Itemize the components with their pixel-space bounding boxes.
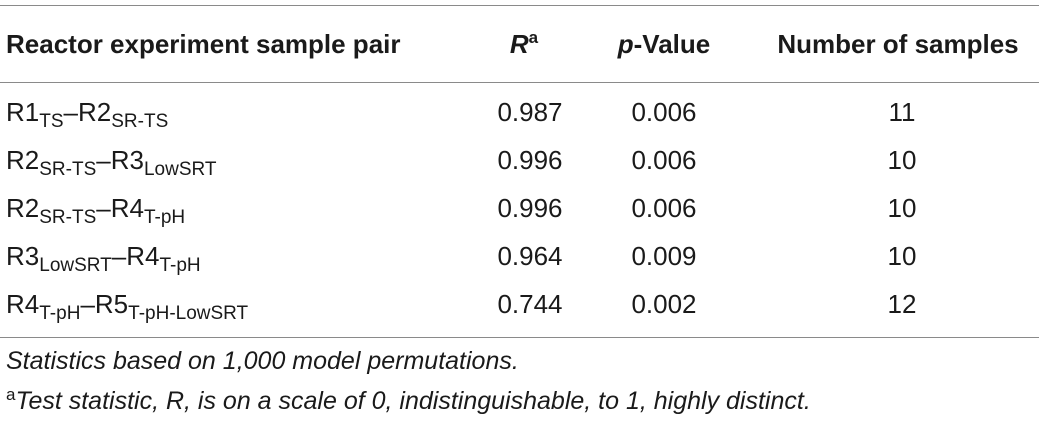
table-footnote-a: aTest statistic, R, is on a scale of 0, … <box>6 384 811 418</box>
row-r: 0.996 <box>497 145 563 175</box>
header-r: Ra <box>494 24 554 64</box>
table-row: R4T-pH–R5T-pH-LowSRT 0.744 0.002 12 <box>0 280 1039 328</box>
row-p: 0.006 <box>631 97 697 127</box>
row-n: 12 <box>887 289 917 319</box>
row-pair: R2SR-TS–R3LowSRT <box>6 145 217 180</box>
row-p: 0.006 <box>631 193 697 223</box>
row-pair: R3LowSRT–R4T-pH <box>6 241 201 276</box>
row-r: 0.996 <box>497 193 563 223</box>
table-footnote-stats: Statistics based on 1,000 model permutat… <box>6 347 519 375</box>
table-row: R2SR-TS–R4T-pH 0.996 0.006 10 <box>0 184 1039 232</box>
row-n: 10 <box>887 145 917 175</box>
header-pair: Reactor experiment sample pair <box>6 29 401 59</box>
header-r-footnote-mark: a <box>528 28 539 47</box>
header-p-italic: p <box>617 29 634 59</box>
row-pair: R2SR-TS–R4T-pH <box>6 193 186 228</box>
row-r: 0.987 <box>497 97 563 127</box>
row-n: 11 <box>888 97 916 127</box>
header-p-value: p-Value <box>596 24 732 64</box>
row-r: 0.964 <box>497 241 563 271</box>
table-row: R3LowSRT–R4T-pH 0.964 0.009 10 <box>0 232 1039 280</box>
table-row: R2SR-TS–R3LowSRT 0.996 0.006 10 <box>0 136 1039 184</box>
row-pair: R1TS–R2SR-TS <box>6 97 169 132</box>
header-p-rest: -Value <box>633 29 711 59</box>
header-number-of-samples: Number of samples <box>777 29 1019 59</box>
row-p: 0.009 <box>631 241 697 271</box>
footnote-mark: a <box>6 385 16 404</box>
header-rule <box>0 82 1039 83</box>
footnote-text: Test statistic, R, is on a scale of 0, i… <box>15 387 811 415</box>
top-rule <box>0 5 1039 6</box>
row-n: 10 <box>887 193 917 223</box>
row-p: 0.002 <box>631 289 697 319</box>
row-r: 0.744 <box>497 289 563 319</box>
bottom-rule <box>0 337 1039 338</box>
table-row: R1TS–R2SR-TS 0.987 0.006 11 <box>0 88 1039 136</box>
header-r-letter: R <box>509 29 529 59</box>
row-p: 0.006 <box>631 145 697 175</box>
row-n: 10 <box>887 241 917 271</box>
row-pair: R4T-pH–R5T-pH-LowSRT <box>6 289 249 324</box>
